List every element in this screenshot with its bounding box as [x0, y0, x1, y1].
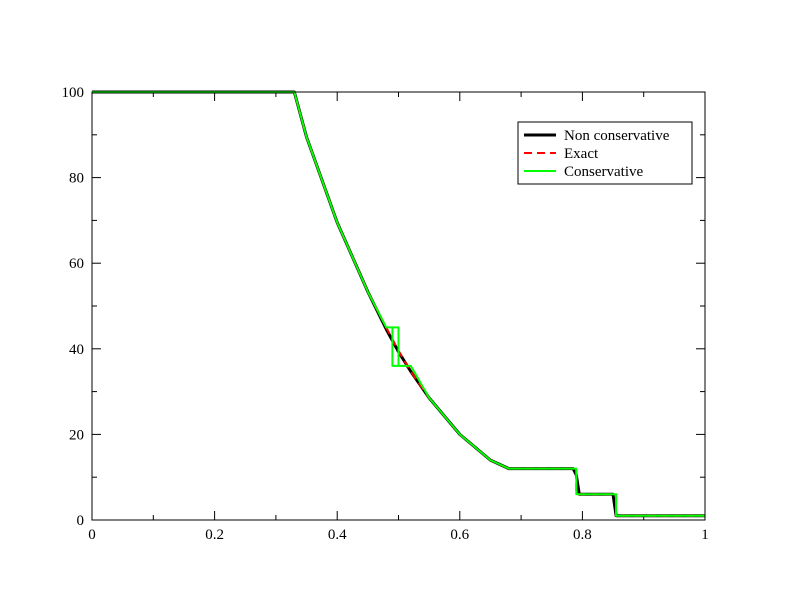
x-tick-label: 0.2 [205, 527, 224, 543]
legend-label-non-conservative: Non conservative [564, 128, 670, 144]
x-tick-label: 0 [88, 527, 96, 543]
y-tick-label: 60 [69, 256, 84, 272]
series-line-conservative [92, 91, 705, 517]
ticks-layer: 0 0.2 0.4 0.6 0.8 1 0 20 40 60 80 100 [62, 85, 709, 543]
y-tick-label: 0 [77, 513, 85, 529]
plot-frame [91, 91, 706, 521]
y-tick-label: 100 [62, 85, 85, 101]
legend-label-exact: Exact [564, 146, 599, 162]
series-layer [92, 90, 705, 518]
x-tick-label: 1 [701, 527, 709, 543]
x-tick-label: 0.4 [328, 527, 347, 543]
y-tick-label: 20 [69, 427, 84, 443]
x-tick-label: 0.6 [450, 527, 469, 543]
y-tick-label: 80 [69, 171, 84, 187]
legend-box [517, 121, 693, 185]
legend-label-conservative: Conservative [564, 164, 643, 180]
legend: Non conservative Exact Conservative [517, 121, 693, 185]
y-tick-label: 40 [69, 342, 84, 358]
x-tick-label: 0.8 [573, 527, 592, 543]
